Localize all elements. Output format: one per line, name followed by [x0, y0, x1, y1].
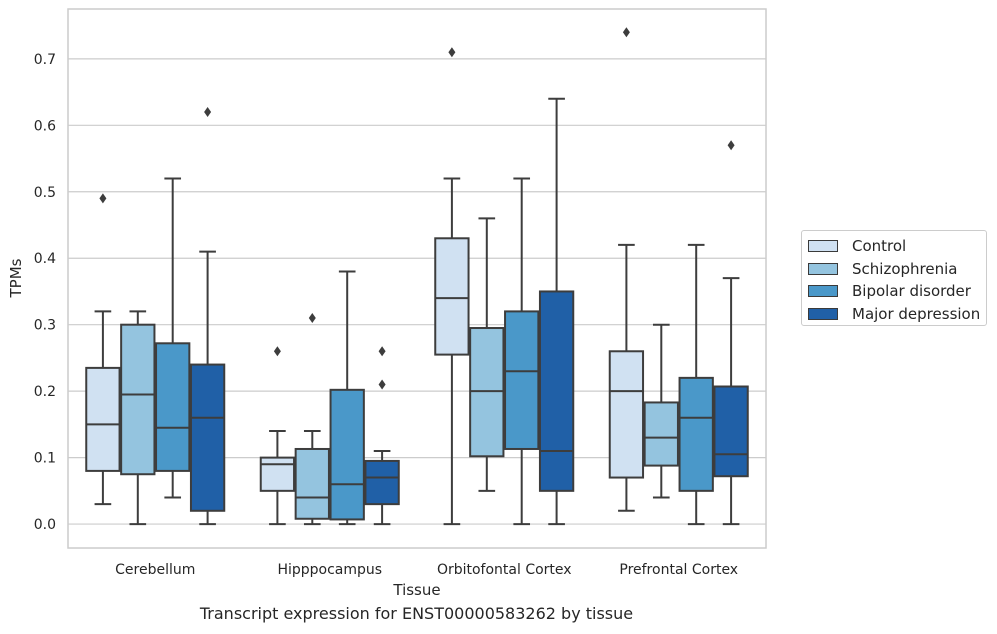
box-2-0: [434, 47, 470, 526]
legend-swatch: [808, 262, 838, 275]
legend-swatch: [808, 240, 838, 253]
legend-label: Control: [852, 237, 907, 256]
legend: Control Schizophrenia Bipolar disorder Majo…: [801, 230, 987, 326]
box-0-3: [189, 107, 226, 526]
box: [364, 459, 400, 506]
chart-caption: Transcript expression for ENST0000058326…: [199, 604, 634, 623]
legend-label: Major depression: [852, 304, 981, 323]
box: [434, 237, 470, 356]
y-tick-label: 0.0: [34, 517, 56, 533]
box: [294, 447, 330, 520]
box: [259, 456, 296, 492]
y-tick-label: 0.7: [34, 52, 56, 68]
legend-item: Schizophrenia: [808, 258, 986, 281]
box-groups: [85, 27, 749, 526]
box: [120, 323, 156, 476]
box-1-1: [294, 313, 330, 526]
box-1-0: [259, 346, 296, 526]
legend-item: Major depression: [808, 303, 986, 326]
plot-frame: [67, 8, 767, 549]
box: [538, 290, 575, 492]
box-0-1: [120, 310, 156, 526]
outlier-point: [204, 107, 212, 118]
box: [329, 388, 365, 521]
box-0-0: [85, 193, 121, 506]
legend-item: Control: [808, 235, 986, 258]
y-tick-label: 0.1: [34, 451, 56, 467]
x-tick-label: Hipppocampus: [277, 562, 382, 578]
outlier-point: [308, 313, 316, 324]
box: [85, 366, 121, 472]
x-tick-label: Cerebellum: [115, 562, 195, 578]
legend-swatch: [808, 285, 838, 298]
outlier-point: [273, 346, 281, 357]
y-axis-label: TPMs: [7, 258, 25, 298]
outlier-point: [622, 27, 630, 38]
outlier-point: [378, 346, 386, 357]
box-2-3: [538, 97, 575, 526]
y-tick-labels: 0.0 0.1 0.2 0.3 0.4 0.5 0.6 0.7: [34, 52, 56, 533]
outlier-point: [99, 193, 107, 204]
outlier-point: [378, 379, 386, 390]
x-tick-label: Prefrontal Cortex: [619, 562, 738, 578]
legend-label: Bipolar disorder: [852, 282, 971, 301]
box: [504, 310, 540, 450]
y-tick-label: 0.5: [34, 185, 56, 201]
box: [608, 350, 645, 479]
box: [643, 401, 679, 467]
x-tick-labels: Cerebellum Hipppocampus Orbitofontal Corte…: [115, 562, 738, 578]
y-tick-label: 0.4: [34, 251, 56, 267]
box-1-3: [364, 346, 400, 526]
box-2-1: [469, 217, 505, 492]
box: [189, 363, 226, 512]
legend-label: Schizophrenia: [852, 259, 958, 278]
box: [678, 376, 714, 492]
box-1-2: [329, 270, 365, 526]
box-0-2: [155, 177, 191, 499]
legend-swatch: [808, 307, 838, 320]
box-3-1: [643, 323, 679, 499]
legend-item: Bipolar disorder: [808, 280, 986, 303]
y-tick-label: 0.2: [34, 384, 56, 400]
y-tick-label: 0.6: [34, 118, 56, 134]
x-axis-label: Tissue: [392, 581, 440, 599]
box: [155, 342, 191, 472]
box-3-2: [678, 243, 714, 526]
box: [713, 385, 749, 478]
outlier-point: [448, 47, 456, 58]
outlier-point: [727, 140, 735, 151]
box-2-2: [504, 177, 540, 526]
x-tick-label: Orbitofontal Cortex: [437, 562, 572, 578]
box-3-3: [713, 140, 749, 526]
y-tick-label: 0.3: [34, 318, 56, 334]
box-3-0: [608, 27, 645, 512]
